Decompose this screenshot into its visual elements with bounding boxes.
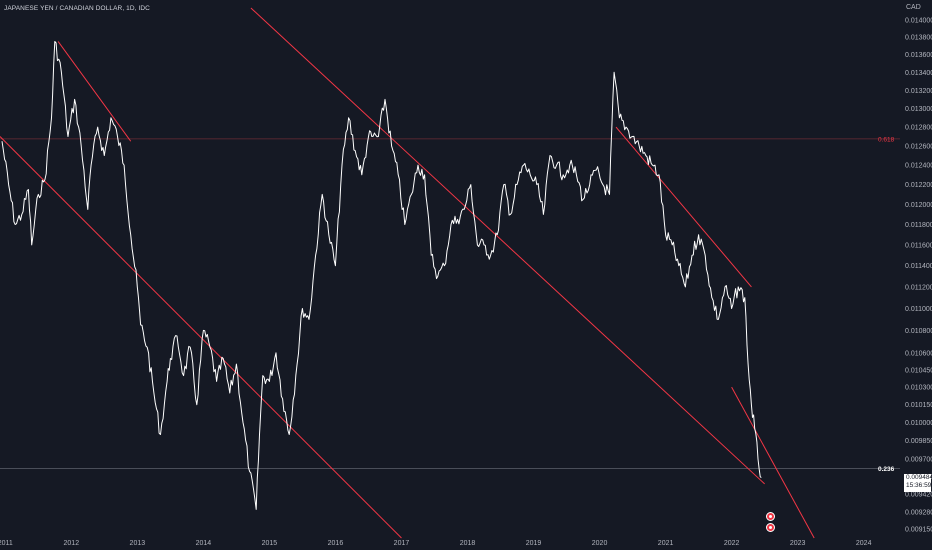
y-tick-label: 0.011000 [905, 306, 932, 313]
x-tick-label: 2019 [526, 540, 542, 547]
event-marker-icon[interactable] [766, 523, 775, 532]
x-tick-label: 2022 [724, 540, 740, 547]
currency-label: CAD [906, 4, 921, 11]
y-tick-label: 0.010450 [905, 367, 932, 374]
x-tick-label: 2011 [0, 540, 13, 547]
trendline[interactable] [0, 136, 402, 539]
price-series [1, 41, 762, 510]
time-axis: 2011 2012 2013 2014 2015 2016 2017 2018 2019 2020… [0, 540, 872, 547]
y-tick-label: 0.013200 [905, 88, 932, 95]
price-line[interactable] [1, 41, 762, 510]
y-tick-label: 0.012000 [905, 202, 932, 209]
x-tick-label: 2012 [64, 540, 80, 547]
x-tick-label: 2013 [130, 540, 146, 547]
y-tick-label: 0.013400 [905, 70, 932, 77]
y-tick-label: 0.010800 [905, 328, 932, 335]
fib-levels: 0.618 0.236 [0, 136, 900, 473]
x-tick-label: 2014 [196, 540, 212, 547]
x-tick-label: 2021 [658, 540, 674, 547]
y-tick-label: 0.010150 [905, 402, 932, 409]
y-tick-label: 0.010000 [905, 420, 932, 427]
fib-level-label: 0.618 [878, 136, 895, 143]
x-tick-label: 2016 [328, 540, 344, 547]
y-tick-label: 0.010300 [905, 385, 932, 392]
fib-level-label: 0.236 [878, 466, 895, 473]
last-price: 0.009484 [906, 474, 932, 481]
x-tick-label: 2015 [262, 540, 278, 547]
y-tick-label: 0.010600 [905, 350, 932, 357]
y-tick-label: 0.012800 [905, 125, 932, 132]
y-tick-label: 0.009850 [905, 438, 932, 445]
y-tick-label: 0.014000 [905, 17, 932, 24]
y-tick-label: 0.011600 [905, 242, 932, 249]
y-tick-label: 0.013600 [905, 52, 932, 59]
y-tick-label: 0.011400 [905, 263, 932, 270]
bar-countdown: 15:36:59 [906, 482, 932, 489]
y-tick-label: 0.009150 [905, 526, 932, 533]
trendline[interactable] [731, 386, 815, 539]
x-tick-label: 2018 [460, 540, 476, 547]
y-tick-label: 0.009420 [905, 492, 932, 499]
y-tick-label: 0.009700 [905, 456, 932, 463]
trendlines [0, 7, 815, 539]
y-tick-label: 0.013800 [905, 35, 932, 42]
x-tick-label: 2020 [592, 540, 608, 547]
symbol-title[interactable]: JAPANESE YEN / CANADIAN DOLLAR, 1D, IDC [4, 5, 150, 12]
y-tick-label: 0.013000 [905, 106, 932, 113]
y-tick-label: 0.011200 [905, 284, 932, 291]
last-price-badge: 0.009484 15:36:59 [904, 474, 932, 492]
y-tick-label: 0.009280 [905, 509, 932, 516]
x-tick-label: 2023 [790, 540, 806, 547]
x-tick-label: 2017 [394, 540, 410, 547]
trendline[interactable] [250, 7, 765, 485]
trendline[interactable] [615, 126, 752, 288]
y-tick-label: 0.011800 [905, 222, 932, 229]
y-tick-label: 0.012200 [905, 182, 932, 189]
x-tick-label: 2024 [856, 540, 872, 547]
price-axis: 0.014000 0.013800 0.013600 0.013400 0.013200… [905, 17, 932, 533]
y-tick-label: 0.012600 [905, 143, 932, 150]
y-tick-label: 0.012400 [905, 163, 932, 170]
trendline[interactable] [57, 41, 132, 142]
event-marker-icon[interactable] [766, 512, 775, 521]
